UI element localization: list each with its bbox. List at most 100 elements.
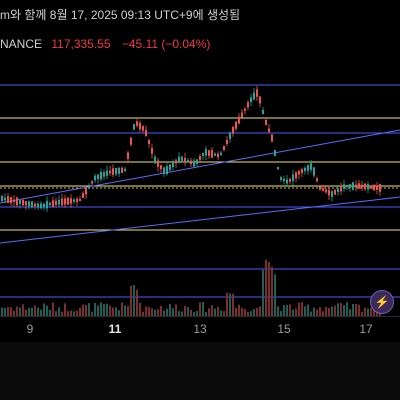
- candle-body: [22, 199, 24, 206]
- candle-body: [166, 166, 168, 175]
- volume-bar: [139, 302, 141, 316]
- volume-bar: [340, 302, 342, 316]
- candle-body: [97, 174, 99, 180]
- volume-bar: [61, 311, 63, 316]
- volume-bar: [283, 305, 285, 316]
- candle-body: [334, 189, 336, 195]
- candle-body: [163, 167, 165, 174]
- candle-body: [277, 166, 279, 170]
- candle-body: [130, 137, 132, 145]
- candle-body: [82, 193, 84, 199]
- volume-bar: [250, 311, 252, 316]
- volume-bar: [133, 285, 135, 316]
- volume-bar: [256, 307, 258, 316]
- x-tick-label: 15: [277, 322, 291, 336]
- candle-body: [79, 198, 81, 202]
- volume-bar: [85, 304, 87, 316]
- candle-body: [223, 146, 225, 150]
- candle-body: [175, 160, 177, 164]
- candle-body: [343, 184, 345, 189]
- candle-body: [217, 153, 219, 158]
- candle-body: [202, 152, 204, 156]
- candle-body: [238, 116, 240, 124]
- volume-bar: [361, 311, 363, 316]
- volume-bar: [73, 311, 75, 316]
- volume-bar: [298, 302, 300, 316]
- ticker-symbol[interactable]: NANCE: [0, 37, 43, 51]
- candle-body: [76, 198, 78, 202]
- lightning-icon[interactable]: ⚡: [370, 290, 394, 314]
- candle-body: [295, 172, 297, 179]
- volume-bar: [310, 311, 312, 316]
- ticker-price: 117,335.55: [51, 37, 111, 51]
- volume-bar: [268, 262, 270, 316]
- volume-bar: [121, 302, 123, 316]
- volume-bar: [286, 304, 288, 316]
- candle-body: [208, 150, 210, 156]
- candle-body: [16, 197, 18, 206]
- candle-body: [61, 198, 63, 206]
- volume-bar: [208, 308, 210, 316]
- chart-canvas[interactable]: [0, 60, 400, 316]
- candle-body: [373, 184, 375, 191]
- volume-bar: [238, 304, 240, 316]
- volume-bar: [55, 311, 57, 316]
- volume-bar: [28, 307, 30, 316]
- volume-bar: [274, 274, 276, 316]
- volume-bar: [223, 310, 225, 316]
- ticker-change: −45.11 (−0.04%): [121, 37, 211, 51]
- candle-body: [115, 168, 117, 175]
- candle-body: [28, 201, 30, 207]
- bottom-panel: [0, 342, 400, 400]
- trend-line-upper[interactable]: [0, 129, 400, 204]
- volume-bar: [25, 309, 27, 316]
- volume-bar: [211, 305, 213, 316]
- candle-body: [226, 140, 228, 144]
- candle-body: [67, 197, 69, 205]
- candle-body: [172, 161, 174, 168]
- candle-body: [331, 191, 333, 197]
- candle-body: [25, 201, 27, 206]
- candle-body: [139, 122, 141, 130]
- candle-body: [7, 196, 9, 203]
- candle-body: [349, 184, 351, 188]
- candle-body: [280, 177, 282, 180]
- candle-body: [253, 92, 255, 100]
- volume-bar: [136, 289, 138, 316]
- volume-bar: [202, 302, 204, 316]
- volume-bar: [7, 307, 9, 316]
- volume-bar: [157, 309, 159, 316]
- trend-line-lower[interactable]: [0, 196, 400, 244]
- candle-body: [229, 132, 231, 140]
- volume-bar: [178, 311, 180, 316]
- volume-bar: [265, 259, 267, 316]
- x-tick-label: 11: [108, 322, 122, 336]
- volume-bar: [271, 266, 273, 316]
- volume-bar: [289, 304, 291, 316]
- candle-body: [274, 150, 276, 156]
- volume-bar: [304, 306, 306, 316]
- volume-bar: [34, 305, 36, 316]
- candle-body: [43, 203, 45, 207]
- candle-body: [265, 120, 267, 126]
- price-chart[interactable]: ⚡: [0, 60, 400, 316]
- volume-bar: [190, 309, 192, 316]
- volume-bar: [262, 269, 264, 316]
- candle-body: [10, 197, 12, 204]
- candle-body: [124, 168, 126, 172]
- candle-body: [151, 148, 153, 154]
- candle-body: [211, 150, 213, 158]
- candle-body: [271, 134, 273, 142]
- volume-bar: [103, 304, 105, 316]
- volume-bar: [58, 307, 60, 316]
- candle-body: [313, 167, 315, 176]
- candle-body: [376, 185, 378, 190]
- candle-body: [370, 185, 372, 189]
- volume-bar: [118, 310, 120, 316]
- volume-bar: [31, 307, 33, 316]
- candle-body: [325, 189, 327, 193]
- candle-body: [340, 185, 342, 192]
- candle-body: [73, 199, 75, 202]
- candle-body: [292, 174, 294, 182]
- candle-body: [94, 175, 96, 181]
